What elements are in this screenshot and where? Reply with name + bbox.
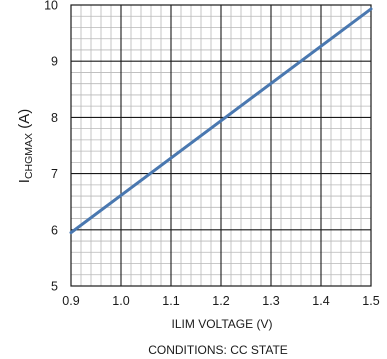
- y-tick-label: 10: [44, 0, 58, 13]
- x-tick-label: 1.2: [212, 294, 229, 308]
- chart-caption: CONDITIONS: CC STATE: [148, 343, 288, 357]
- x-tick-labels: 0.9 1.0 1.1 1.2 1.3 1.4 1.5: [62, 294, 379, 308]
- x-tick-label: 1.0: [112, 294, 129, 308]
- y-tick-label: 9: [51, 55, 58, 69]
- x-tick-label: 1.5: [362, 294, 379, 308]
- x-tick-label: 1.3: [262, 294, 279, 308]
- y-tick-label: 5: [51, 280, 58, 294]
- x-axis-label: ILIM VOLTAGE (V): [172, 317, 273, 331]
- major-gridlines: [71, 5, 371, 286]
- x-tick-label: 1.1: [162, 294, 179, 308]
- y-tick-label: 6: [51, 223, 58, 237]
- x-tick-label: 0.9: [62, 294, 79, 308]
- series-line-0: [69, 7, 373, 235]
- y-axis-label-unit: (A): [16, 109, 33, 133]
- y-tick-labels: 5 6 7 8 9 10: [44, 0, 58, 294]
- plot-frame: [70, 4, 372, 287]
- x-tick-label: 1.4: [312, 294, 329, 308]
- y-axis-label: ICHGMAX (A): [16, 109, 35, 183]
- y-tick-label: 7: [51, 167, 58, 181]
- y-tick-label: 8: [51, 111, 58, 125]
- y-axis-label-subscript: CHGMAX: [23, 133, 35, 179]
- y-axis-label-main: I: [16, 179, 33, 183]
- series-layer: [69, 7, 373, 235]
